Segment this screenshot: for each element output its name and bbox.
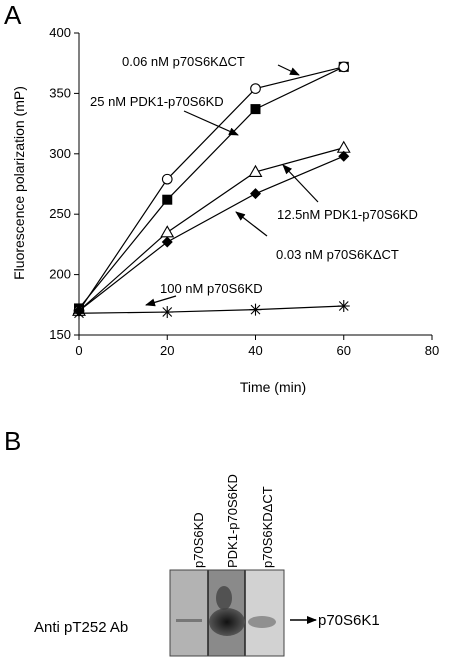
point-marker <box>250 188 261 200</box>
series-annotation: 25 nM PDK1-p70S6KD <box>90 94 224 109</box>
y-tick-label: 200 <box>49 267 71 282</box>
series-annotation: 0.06 nM p70S6KΔCT <box>122 54 245 69</box>
panel-a-letter: A <box>4 0 22 30</box>
point-marker <box>338 61 350 73</box>
line-chart: 150 200 250 300 350 400 0 20 40 60 80 0.06 nM p70S… <box>49 25 439 358</box>
y-tick-label: 300 <box>49 146 71 161</box>
point-marker <box>161 236 173 248</box>
point-marker <box>248 164 263 177</box>
band-label: p70S6K1 <box>318 612 380 629</box>
panel-b-letter: B <box>4 426 21 456</box>
series-annotation: 0.03 nM p70S6KΔCT <box>276 247 399 262</box>
series-layer <box>72 61 351 320</box>
series-line <box>78 66 344 312</box>
point-marker <box>250 83 261 94</box>
blot-lane-3 <box>245 570 284 656</box>
point-marker <box>249 303 262 316</box>
annotation-arrow <box>183 110 239 136</box>
x-tick-label: 60 <box>337 343 351 358</box>
point-marker <box>337 300 350 313</box>
x-tick-label: 40 <box>248 343 262 358</box>
x-tick-label: 20 <box>160 343 174 358</box>
blot-row-label: Anti pT252 Ab <box>34 619 128 636</box>
blot-band-strong <box>209 608 245 636</box>
series-group <box>73 300 350 320</box>
asterisk-stroke <box>74 308 84 319</box>
point-marker <box>250 104 261 115</box>
blot-smear <box>216 586 232 610</box>
y-tick-label: 400 <box>49 25 71 40</box>
point-marker <box>162 194 173 205</box>
blot-lane-1 <box>170 570 208 656</box>
blot-band-medium <box>248 616 276 628</box>
point-marker <box>338 150 350 162</box>
blot-frame <box>169 569 285 657</box>
annotation-arrow <box>277 64 300 76</box>
series-line <box>78 147 344 312</box>
blot-band-faint <box>176 619 202 622</box>
series-annotation: 100 nM p70S6KD <box>160 281 263 296</box>
annotation-arrow <box>145 295 177 307</box>
chart-axes: 150 200 250 300 350 400 0 20 40 60 80 <box>49 25 439 358</box>
point-marker <box>161 173 173 185</box>
y-axis-label: Fluorescence polarization (mP) <box>11 86 27 280</box>
series-group <box>73 150 350 317</box>
x-tick-label: 0 <box>75 343 82 358</box>
asterisk-stroke <box>250 304 261 315</box>
western-blot: p70S6KD PDK1-p70S6KD p70S6KDΔCT Anti pT2… <box>34 474 380 657</box>
y-tick-label: 350 <box>49 85 71 100</box>
y-tick-label: 250 <box>49 206 71 221</box>
series-annotation: 12.5nM PDK1-p70S6KD <box>277 207 418 222</box>
series-line <box>78 305 344 314</box>
annotation-arrow <box>235 211 268 237</box>
point-marker <box>73 307 85 320</box>
y-tick-label: 150 <box>49 327 71 342</box>
x-tick-label: 80 <box>425 343 439 358</box>
annotation-arrow <box>282 164 319 203</box>
x-axis-label: Time (min) <box>240 379 306 395</box>
asterisk-stroke <box>338 301 349 311</box>
asterisk-stroke <box>162 307 173 317</box>
lane-label-p70s6kd-delta-ct: p70S6KDΔCT <box>260 486 275 568</box>
lane-label-pdk1-p70s6kd: PDK1-p70S6KD <box>225 474 240 568</box>
annotation-layer: 0.06 nM p70S6KΔCT 25 nM PDK1-p70S6KD 12.5n… <box>90 54 418 307</box>
point-marker <box>160 225 175 238</box>
point-marker <box>336 140 351 153</box>
series-line <box>78 155 344 312</box>
lane-label-p70s6kd: p70S6KD <box>191 512 206 568</box>
series-line <box>78 66 345 309</box>
point-marker <box>161 306 174 319</box>
